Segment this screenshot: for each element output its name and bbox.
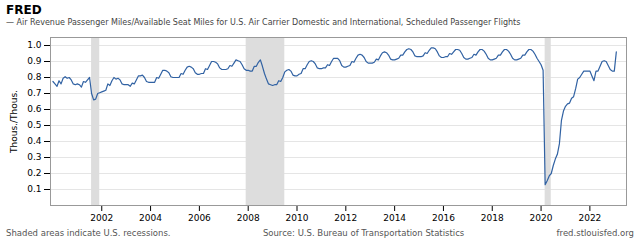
- html-text:Source: U.S. Bureau of Transpo: Source: U.S. Bureau of Transportation St…: [262, 228, 465, 238]
- svg-text:2020: 2020: [530, 213, 553, 223]
- svg-text:0.3: 0.3: [27, 152, 41, 162]
- svg-text:0.4: 0.4: [27, 136, 42, 146]
- svg-text:2014: 2014: [383, 213, 406, 223]
- svg-text:1.0: 1.0: [27, 40, 42, 50]
- svg-text:2016: 2016: [432, 213, 455, 223]
- svg-text:2002: 2002: [90, 213, 113, 223]
- svg-text:0.1: 0.1: [27, 184, 41, 194]
- svg-text:2012: 2012: [334, 213, 357, 223]
- svg-text:0.7: 0.7: [27, 88, 41, 98]
- svg-text:2008: 2008: [237, 213, 260, 223]
- svg-text:2022: 2022: [578, 213, 601, 223]
- svg-text:2006: 2006: [188, 213, 211, 223]
- svg-text:0.6: 0.6: [27, 104, 42, 114]
- svg-text:0.5: 0.5: [27, 120, 41, 130]
- html-text:Shaded areas indicate U.S. rec: Shaded areas indicate U.S. recessions.: [6, 228, 171, 238]
- svg-text:0.9: 0.9: [27, 56, 42, 66]
- svg-text:0.2: 0.2: [27, 168, 41, 178]
- svg-text:2018: 2018: [481, 213, 504, 223]
- svg-text:0.8: 0.8: [27, 72, 42, 82]
- html-text:fred.stlouisfed.org: fred.stlouisfed.org: [556, 228, 634, 238]
- svg-text:Thous./Thous.: Thous./Thous.: [9, 90, 19, 154]
- svg-text:2010: 2010: [286, 213, 309, 223]
- html-text:— Air Revenue Passenger Miles/: — Air Revenue Passenger Miles/Available …: [6, 18, 521, 27]
- svg-text:2004: 2004: [139, 213, 162, 223]
- html-text:FRED: FRED: [6, 3, 42, 17]
